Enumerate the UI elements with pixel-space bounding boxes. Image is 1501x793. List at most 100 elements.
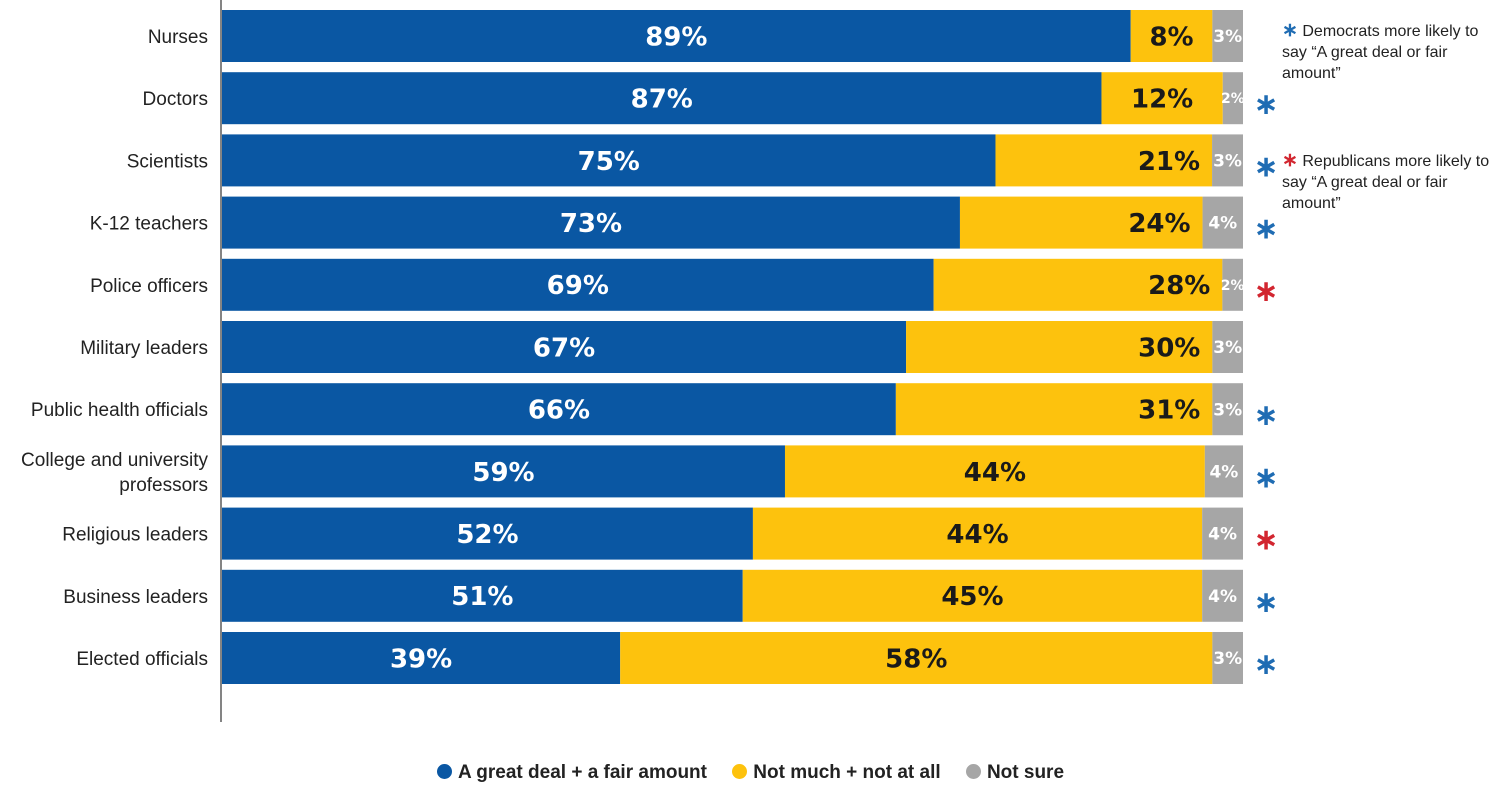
bar-segment-not-much: [995, 134, 1213, 187]
legend-dot-not-much-icon: [732, 764, 748, 779]
data-label-not-sure: 3%: [1213, 400, 1242, 420]
data-label-not-much: 30%: [1138, 333, 1200, 363]
data-label-great-deal: 66%: [528, 396, 590, 426]
data-label-great-deal: 69%: [547, 271, 609, 301]
democrat-star-icon: ∗: [1253, 398, 1278, 433]
bar-segment-not-sure: [1202, 196, 1243, 249]
data-label-great-deal: 75%: [578, 147, 640, 177]
legend-label: Not much + not at all: [753, 762, 941, 783]
data-label-not-sure: 3%: [1213, 338, 1242, 358]
bar-segment-not-much: [933, 258, 1223, 311]
republican-star-icon: ∗: [1253, 274, 1278, 309]
data-label-not-much: 8%: [1149, 22, 1193, 52]
data-label-not-much: 28%: [1148, 271, 1210, 301]
data-label-great-deal: 73%: [560, 209, 622, 239]
data-label-not-much: 21%: [1138, 147, 1200, 177]
category-label: Police officers: [90, 276, 208, 297]
data-label-not-much: 12%: [1131, 85, 1193, 115]
legend-dot-not-sure-icon: [965, 764, 981, 779]
legend: A great deal + a fair amount Not much + …: [0, 762, 1501, 784]
democrat-star-icon: ∗: [1253, 585, 1278, 620]
bar-segment-great-deal: [222, 196, 960, 249]
legend-item-not-sure: Not sure: [965, 762, 1065, 784]
bar-segment-not-much: [895, 383, 1213, 436]
legend-item-not-much: Not much + not at all: [732, 762, 941, 784]
bar-segment-great-deal: [222, 445, 785, 498]
data-label-not-much: 31%: [1138, 396, 1200, 426]
legend-label: A great deal + a fair amount: [457, 762, 707, 783]
democrat-star-icon: ∗: [1253, 149, 1278, 184]
data-label-great-deal: 67%: [533, 333, 595, 363]
category-label: Doctors: [143, 89, 208, 110]
bar-segment-great-deal: [222, 10, 1131, 62]
legend-item-great-deal: A great deal + a fair amount: [436, 762, 707, 784]
data-label-great-deal: 51%: [451, 582, 513, 612]
data-label-great-deal: 87%: [631, 85, 693, 115]
category-label: K-12 teachers: [90, 214, 208, 235]
data-label-great-deal: 89%: [645, 22, 707, 52]
republicans-note: ∗ Republicans more likely to say “A grea…: [1282, 150, 1497, 214]
bar-segment-great-deal: [222, 134, 996, 187]
democrat-star-icon: ∗: [1253, 212, 1278, 247]
category-label: Religious leaders: [62, 525, 208, 546]
data-label-not-sure: 4%: [1208, 525, 1237, 545]
bar-segment-great-deal: [222, 632, 621, 684]
bar-segment-not-sure: [1202, 569, 1243, 622]
data-label-not-much: 44%: [964, 458, 1026, 488]
bar-segment-not-sure: [1212, 632, 1243, 684]
category-label: Business leaders: [63, 587, 208, 608]
bar-segment-great-deal: [222, 72, 1102, 125]
category-label: Public health officials: [31, 400, 208, 421]
data-label-not-sure: 2%: [1221, 278, 1245, 294]
category-label: Elected officials: [76, 649, 208, 670]
democrat-star-icon: ∗: [1253, 87, 1278, 122]
data-label-great-deal: 59%: [472, 458, 534, 488]
data-label-not-sure: 3%: [1213, 27, 1242, 47]
bar-segment-great-deal: [222, 569, 743, 622]
republicans-note-text: Republicans more likely to say “A great …: [1282, 153, 1490, 212]
democrats-note: ∗ Democrats more likely to say “A great …: [1282, 20, 1497, 84]
data-label-not-much: 45%: [941, 582, 1003, 612]
bar-segment-not-much: [620, 632, 1213, 684]
democrats-note-text: Democrats more likely to say “A great de…: [1282, 23, 1479, 82]
category-label: Military leaders: [80, 338, 208, 359]
bar-segment-not-much: [784, 445, 1205, 498]
bar-segment-not-much: [1101, 72, 1223, 125]
bar-segment-not-sure: [1222, 258, 1243, 311]
bar-segment-not-sure: [1222, 72, 1243, 125]
bar-segment-not-sure: [1212, 383, 1243, 436]
bar-segment-not-sure: [1212, 10, 1243, 62]
bar-segment-not-sure: [1212, 134, 1243, 187]
bar-segment-not-sure: [1202, 507, 1243, 560]
legend-label: Not sure: [986, 762, 1065, 783]
democrat-star-icon: ∗: [1253, 647, 1278, 682]
data-label-great-deal: 39%: [390, 644, 452, 674]
republican-star-icon: ∗: [1282, 150, 1298, 171]
bar-segment-not-much: [742, 569, 1203, 622]
category-label: Nurses: [148, 27, 208, 48]
bar-segment-not-sure: [1204, 445, 1243, 498]
category-label: professors: [119, 475, 208, 496]
category-label: College and university: [21, 450, 208, 471]
bar-segment-great-deal: [222, 507, 753, 560]
democrat-star-icon: ∗: [1253, 460, 1278, 495]
data-label-not-sure: 2%: [1221, 91, 1245, 107]
bar-segment-not-much: [752, 507, 1203, 560]
bar-segment-not-sure: [1212, 321, 1243, 373]
data-label-not-much: 58%: [885, 644, 947, 674]
data-label-not-much: 44%: [946, 520, 1008, 550]
bar-segment-great-deal: [222, 383, 896, 436]
data-label-not-sure: 4%: [1208, 214, 1237, 234]
democrat-star-icon: ∗: [1282, 20, 1298, 41]
republican-star-icon: ∗: [1253, 523, 1278, 558]
data-label-not-sure: 4%: [1208, 587, 1237, 607]
bar-segment-not-much: [959, 196, 1203, 249]
bar-segment-not-much: [906, 321, 1213, 373]
data-label-not-much: 24%: [1128, 209, 1190, 239]
bar-segment-great-deal: [222, 321, 907, 373]
data-label-not-sure: 4%: [1209, 463, 1238, 483]
category-label: Scientists: [127, 151, 208, 172]
data-label-great-deal: 52%: [456, 520, 518, 550]
bar-segment-not-much: [1130, 10, 1213, 62]
